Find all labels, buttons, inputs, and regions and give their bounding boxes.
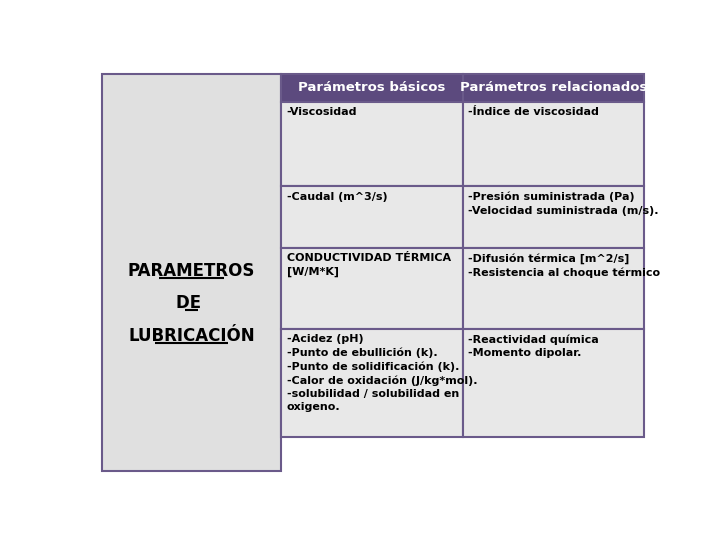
Bar — [463, 102, 644, 186]
Bar — [282, 248, 463, 329]
Text: -Viscosidad: -Viscosidad — [287, 107, 357, 117]
Bar — [463, 329, 644, 437]
Text: -Caudal (m^3/s): -Caudal (m^3/s) — [287, 192, 387, 202]
Text: Parámetros relacionados: Parámetros relacionados — [460, 82, 647, 94]
Bar — [282, 102, 463, 186]
Text: -Presión suministrada (Pa)
-Velocidad suministrada (m/s).: -Presión suministrada (Pa) -Velocidad su… — [468, 192, 659, 215]
Bar — [463, 186, 644, 248]
Bar — [282, 329, 463, 437]
Text: -Índice de viscosidad: -Índice de viscosidad — [468, 107, 599, 117]
Text: -Acidez (pH)
-Punto de ebullición (k).
-Punto de solidificación (k).
-Calor de o: -Acidez (pH) -Punto de ebullición (k). -… — [287, 334, 477, 413]
Text: -Reactividad química
-Momento dipolar.: -Reactividad química -Momento dipolar. — [468, 334, 599, 358]
Text: -Difusión térmica [m^2/s]
-Resistencia al choque térmico: -Difusión térmica [m^2/s] -Resistencia a… — [468, 253, 660, 278]
Text: DE: DE — [176, 294, 207, 313]
Bar — [463, 248, 644, 329]
Text: CONDUCTIVIDAD TÉRMICA
[W/M*K]: CONDUCTIVIDAD TÉRMICA [W/M*K] — [287, 253, 451, 277]
Bar — [102, 74, 282, 471]
Text: PARAMETROS: PARAMETROS — [128, 262, 255, 280]
Text: LUBRICACIÓN: LUBRICACIÓN — [128, 327, 255, 345]
Text: Parámetros básicos: Parámetros básicos — [298, 82, 446, 94]
Bar — [282, 186, 463, 248]
Bar — [463, 74, 644, 102]
Bar — [282, 74, 463, 102]
